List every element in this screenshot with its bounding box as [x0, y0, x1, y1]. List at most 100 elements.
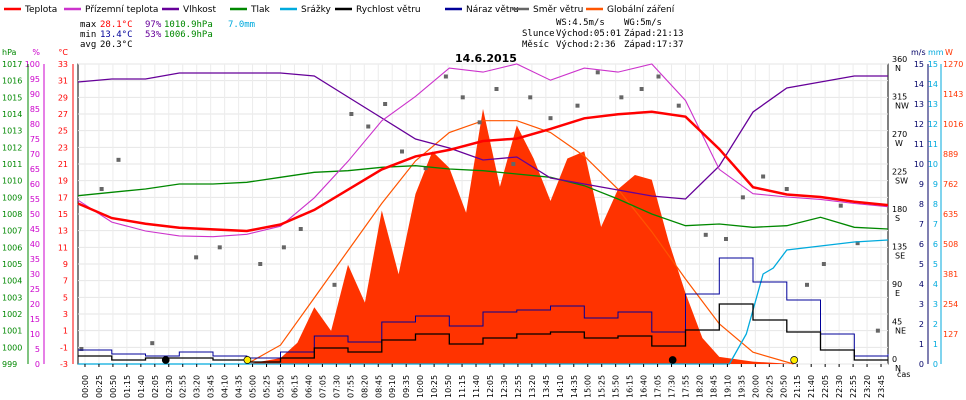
tick-temp: 7	[63, 277, 68, 286]
x-tick-label: 01:15	[123, 375, 132, 398]
tick-mm: 5	[933, 260, 938, 269]
tick-rad: 1143	[943, 90, 963, 99]
stat-moon-label: Měsíc	[522, 40, 549, 50]
wind-dir-point	[99, 187, 104, 191]
wind-dir-point	[639, 87, 644, 91]
tick-hum: 75	[30, 135, 40, 144]
tick-dir-label: S	[895, 214, 900, 223]
tick-dir: 315	[892, 93, 907, 102]
tick-dir: 135	[892, 243, 907, 252]
chart-title: 14.6.2015	[455, 52, 517, 65]
x-tick-label: 07:55	[346, 375, 355, 398]
tick-ms: 0	[919, 360, 924, 369]
stat-min-label: min	[80, 30, 96, 40]
x-tick-label: 05:50	[277, 375, 286, 398]
x-tick-label: 02:30	[165, 375, 174, 398]
tick-hpa: 1013	[2, 127, 22, 136]
tick-dir: 270	[892, 130, 907, 139]
tick-hum: 10	[30, 330, 40, 339]
tick-mm: 15	[928, 60, 938, 69]
tick-hum: 85	[30, 105, 40, 114]
tick-hpa: 1006	[2, 243, 22, 252]
tick-hpa: 1003	[2, 293, 22, 302]
wind-dir-point	[460, 95, 465, 100]
wind-dir-point	[477, 120, 482, 125]
unit-hpa: hPa	[2, 48, 17, 57]
tick-rad: 1016	[943, 120, 963, 129]
x-tick-label: 05:00	[249, 375, 258, 398]
wind-dir-point	[332, 282, 337, 287]
tick-mm: 7	[933, 220, 938, 229]
tick-hpa: 1009	[2, 193, 22, 202]
time-axis-label: čas	[897, 369, 910, 379]
tick-temp: 27	[58, 110, 68, 119]
x-tick-label: 10:00	[416, 375, 425, 398]
tick-dir-label: NE	[895, 327, 906, 336]
stat-max-temp: 28.1°C	[100, 20, 133, 30]
wind-gust-line	[78, 257, 889, 359]
tick-mm: 4	[933, 280, 938, 289]
x-tick-label: 06:40	[304, 375, 313, 398]
wind-speed-line	[78, 303, 888, 363]
unit-temp: °C	[58, 48, 68, 57]
x-tick-label: 13:20	[528, 375, 537, 398]
x-tick-label: 15:00	[584, 375, 593, 398]
tick-dir-label: N	[895, 64, 901, 73]
stat-avg-temp: 20.3°C	[100, 40, 133, 50]
tick-dir-label: W	[895, 139, 903, 148]
x-tick-label: 11:40	[472, 375, 481, 398]
tick-hpa: 1016	[2, 77, 22, 86]
tick-ms: 7	[919, 220, 924, 229]
tick-ms: 9	[919, 180, 924, 189]
tick-mm: 2	[933, 320, 938, 329]
x-tick-label: 12:30	[500, 375, 509, 398]
tick-ms: 1	[919, 340, 924, 349]
wind-dir-point	[656, 74, 661, 79]
x-tick-label: 07:05	[318, 375, 327, 398]
x-tick-label: 12:05	[486, 375, 495, 398]
x-tick-label: 02:05	[151, 375, 160, 398]
x-tick-label: 13:45	[542, 375, 551, 398]
tick-ms: 15	[914, 60, 924, 69]
wind-dir-point	[281, 245, 286, 250]
tick-mm: 8	[933, 200, 938, 209]
wind-dir-point	[400, 149, 404, 154]
tick-hum: 35	[30, 255, 40, 264]
tick-ms: 12	[914, 120, 924, 129]
stat-moon-rise: Východ:2:36	[556, 40, 616, 50]
tick-rad: 1270	[943, 60, 963, 69]
wind-dir-point	[761, 174, 766, 179]
tick-ms: 4	[919, 280, 924, 289]
stat-wg: WG:5m/s	[624, 18, 662, 28]
x-tick-label: 05:25	[263, 375, 272, 398]
tick-mm: 9	[933, 180, 938, 189]
tick-rad: 889	[943, 150, 958, 159]
plot-area	[77, 63, 889, 365]
tick-ms: 2	[919, 320, 924, 329]
x-tick-label: 20:25	[765, 375, 774, 398]
x-tick-label: 22:30	[835, 375, 844, 398]
tick-temp: 29	[58, 93, 68, 102]
x-tick-label: 14:35	[570, 375, 579, 398]
tick-temp: 3	[63, 310, 68, 319]
tick-temp: 9	[63, 260, 68, 269]
stat-sun-rise: Východ:05:01	[556, 29, 621, 39]
x-tick-label: 20:00	[751, 375, 760, 398]
tick-rad: 254	[943, 300, 958, 309]
rain-line	[78, 239, 889, 365]
x-tick-label: 18:45	[709, 375, 718, 398]
wind-dir-point	[349, 112, 354, 116]
moonrise-marker	[161, 356, 170, 364]
tick-hum: 15	[30, 315, 40, 324]
tick-ms: 13	[914, 100, 924, 109]
tick-temp: -1	[60, 343, 68, 352]
x-tick-label: 10:25	[430, 375, 439, 398]
x-tick-label: 03:45	[207, 375, 216, 398]
tick-hum: 45	[30, 225, 40, 234]
x-tick-label: 15:50	[612, 375, 621, 398]
tick-hpa: 1005	[2, 260, 22, 269]
x-tick-label: 15:25	[598, 375, 607, 398]
tick-temp: 23	[58, 143, 68, 152]
radiation-area	[246, 108, 794, 365]
x-tick-label: 19:10	[723, 375, 732, 398]
